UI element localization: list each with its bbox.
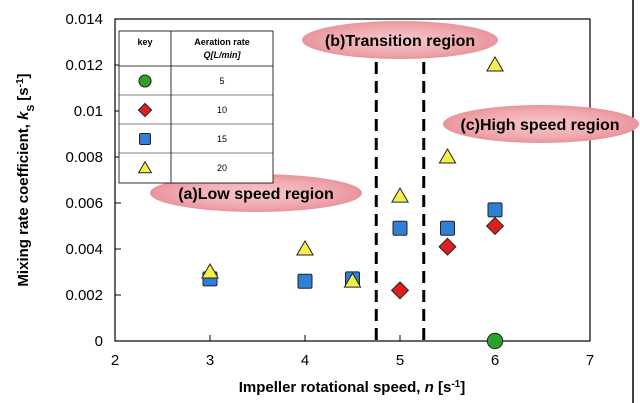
data-point-circle-5 (487, 333, 502, 348)
legend-entry-label: 5 (219, 76, 224, 86)
legend-entry-label: 15 (217, 134, 227, 144)
x-tick-label: 4 (301, 352, 309, 369)
x-tick-label: 6 (491, 352, 499, 369)
y-tick-label: 0.01 (74, 103, 103, 120)
legend-marker-circle (139, 75, 151, 87)
data-point-square-15 (393, 221, 407, 235)
region-text-transition: (b)Transition region (325, 33, 475, 50)
data-point-square-15 (441, 221, 455, 235)
legend-entry-label: 20 (217, 163, 227, 173)
data-point-square-15 (298, 274, 312, 288)
x-tick-label: 5 (396, 352, 404, 369)
y-axis-title: Mixing rate coefficient, kS [s-1] (15, 73, 37, 286)
y-tick-label: 0.008 (65, 149, 103, 166)
region-text-low: (a)Low speed region (178, 186, 334, 203)
legend-header-title: Aeration rate (194, 37, 250, 47)
x-tick-label: 7 (586, 352, 594, 369)
y-tick-label: 0.012 (65, 57, 103, 74)
region-label-high: (c)High speed region (443, 105, 639, 143)
y-tick-label: 0.006 (65, 195, 103, 212)
legend-marker-square (140, 134, 151, 145)
legend: key Aeration rate Q[L/min] 5 10 15 20 (119, 31, 273, 183)
legend-entry-label: 10 (217, 105, 227, 115)
legend-header-unit: Q[L/min] (204, 50, 242, 60)
legend-header-key: key (137, 37, 152, 47)
y-tick-label: 0.014 (65, 11, 103, 28)
x-axis-title: Impeller rotational speed, n [s-1] (239, 379, 465, 397)
y-tick-label: 0 (95, 333, 103, 350)
x-tick-label: 2 (111, 352, 119, 369)
x-tick-label: 3 (206, 352, 214, 369)
data-point-square-15 (488, 203, 502, 217)
region-text-high: (c)High speed region (460, 117, 619, 134)
region-label-transition: (b)Transition region (302, 21, 498, 59)
y-tick-label: 0.002 (65, 287, 103, 304)
y-tick-label: 0.004 (65, 241, 103, 258)
